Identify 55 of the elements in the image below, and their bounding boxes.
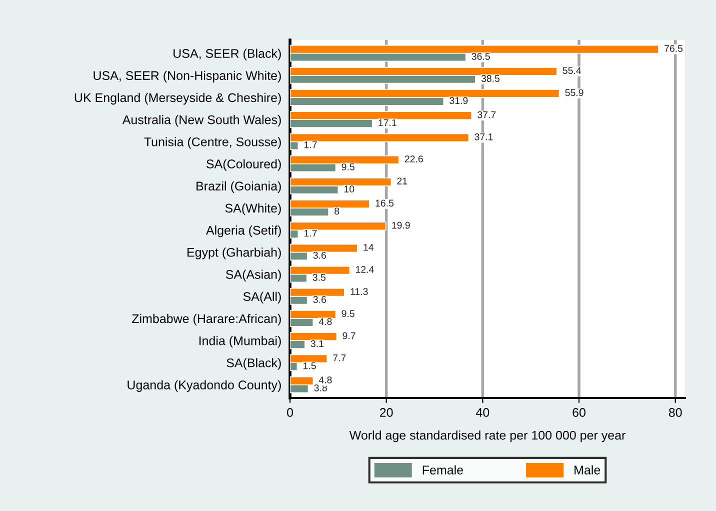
data-label: 19.9 <box>392 222 410 229</box>
data-label: 3.6 <box>313 252 326 259</box>
data-label: 4.8 <box>318 376 332 384</box>
x-tick-label: 40 <box>476 408 490 417</box>
data-label: 9.7 <box>342 332 356 340</box>
data-label: 76.5 <box>664 45 683 52</box>
x-tick-label: 0 <box>287 408 293 417</box>
data-label: 3.6 <box>313 296 326 303</box>
data-label: 9.5 <box>342 163 354 170</box>
y-tick-label: SA(All) <box>243 292 281 304</box>
data-label: 37.7 <box>478 111 496 118</box>
y-tick-label: Algeria (Setif) <box>206 226 281 238</box>
data-label: 14 <box>364 244 374 251</box>
y-tick-label: Australia (New South Wales) <box>122 115 281 127</box>
data-label: 3.1 <box>310 340 324 348</box>
data-label: 10 <box>344 186 354 192</box>
data-label: 22.6 <box>404 156 423 162</box>
y-tick-label: Tunisia (Centre, Sousse) <box>144 137 281 149</box>
data-label: 1.7 <box>304 230 317 237</box>
data-label: 4.8 <box>318 318 332 326</box>
data-label: 55.4 <box>562 67 582 74</box>
x-axis-title: World age standardised rate per 100 000 per year <box>349 430 626 442</box>
data-label: 9.5 <box>342 310 354 318</box>
y-tick-label: UK England (Merseyside & Cheshire) <box>74 92 281 105</box>
data-label: 21 <box>397 178 408 184</box>
y-tick-label: SA(Coloured) <box>206 159 281 171</box>
data-label: 55.9 <box>565 89 584 96</box>
data-label: 11.3 <box>350 288 368 295</box>
data-label: 7.7 <box>333 354 346 362</box>
y-tick-label: USA, SEER (Non-Hispanic White) <box>94 70 281 82</box>
legend-label: Female <box>422 465 463 474</box>
y-tick-label: Zimbabwe (Harare:African) <box>132 314 281 326</box>
data-label: 3.5 <box>312 274 326 281</box>
y-tick-label: Uganda (Kyadondo County) <box>128 380 281 392</box>
y-tick-label: Brazil (Goiania) <box>196 181 281 193</box>
data-label: 16.5 <box>376 200 394 207</box>
data-label: 36.5 <box>472 52 490 60</box>
data-label: 1.7 <box>304 141 317 148</box>
y-tick-label: SA(Asian) <box>226 270 281 282</box>
data-label: 31.9 <box>450 97 468 104</box>
data-label: 17.1 <box>378 119 396 126</box>
y-tick-label: India (Mumbai) <box>199 336 281 348</box>
y-tick-label: SA(White) <box>225 203 281 216</box>
x-tick-label: 80 <box>668 408 682 417</box>
data-label: 37.1 <box>474 133 493 140</box>
y-tick-label: SA(Black) <box>226 358 281 370</box>
data-label: 38.5 <box>481 75 500 82</box>
y-tick-label: Egypt (Gharbiah) <box>188 248 281 260</box>
data-label: 8 <box>334 208 340 215</box>
legend-label: Male <box>574 465 600 474</box>
data-label: 1.5 <box>304 362 316 370</box>
x-tick-label: 20 <box>380 408 393 417</box>
x-tick-label: 60 <box>572 408 586 417</box>
data-label: 12.4 <box>356 266 374 273</box>
y-tick-label: USA, SEER (Black) <box>174 48 281 60</box>
